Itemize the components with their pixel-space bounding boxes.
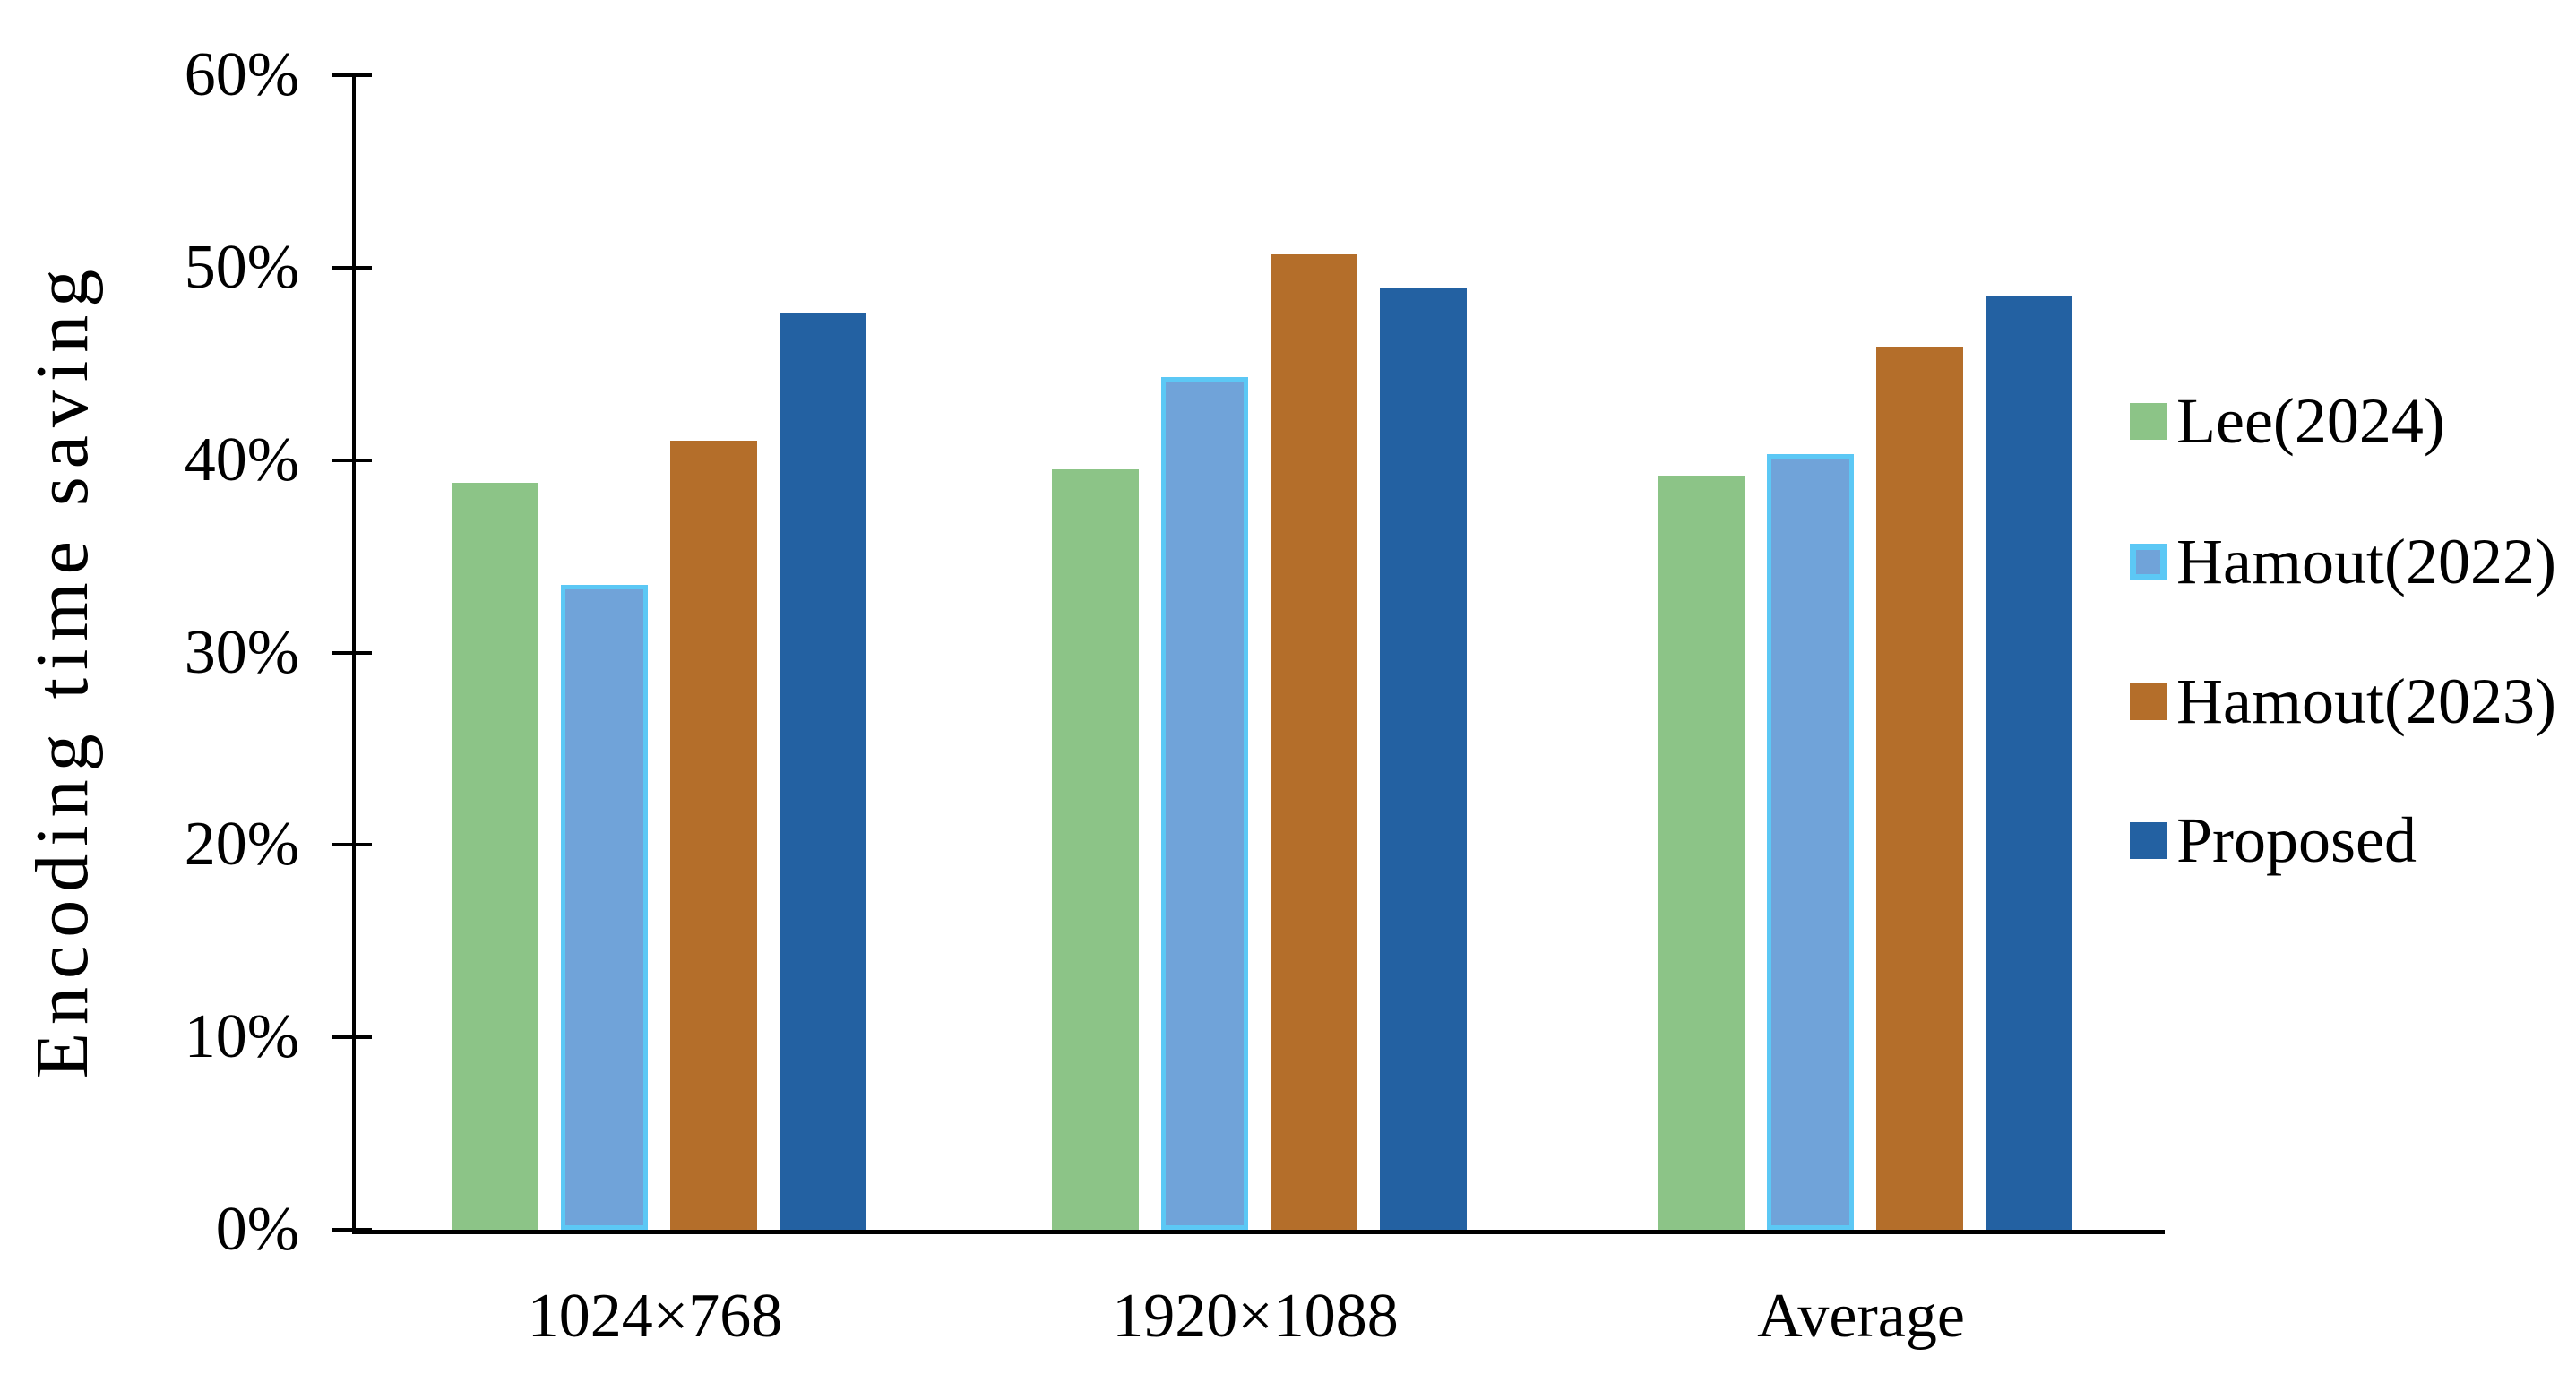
legend-item-Proposed: Proposed xyxy=(2130,791,2417,889)
y-tick-label-30: 30% xyxy=(184,617,299,687)
bar-Hamout(2023)-1024×768 xyxy=(670,441,757,1230)
bar-Lee(2024)-Average xyxy=(1658,475,1745,1230)
bar-group-Average xyxy=(1658,75,2072,1230)
y-tick-label-10: 10% xyxy=(184,1002,299,1072)
bar-Hamout(2023)-1920×1088 xyxy=(1271,253,1357,1230)
bar-Proposed-1024×768 xyxy=(780,313,866,1230)
legend-item-Hamout(2022): Hamout(2022) xyxy=(2130,512,2556,611)
legend-item-Hamout(2023): Hamout(2023) xyxy=(2130,652,2556,751)
x-axis-label-1024×768: 1024×768 xyxy=(527,1282,783,1351)
bar-group-1920×1088 xyxy=(1052,75,1467,1230)
y-tick-mark-20 xyxy=(332,843,372,847)
bar-Hamout(2022)-1920×1088 xyxy=(1161,377,1248,1230)
y-tick-label-50: 50% xyxy=(184,232,299,302)
y-tick-mark-10 xyxy=(332,1035,372,1040)
legend-swatch-Lee(2024) xyxy=(2130,402,2167,440)
y-tick-label-0: 0% xyxy=(215,1195,299,1264)
y-tick-mark-50 xyxy=(332,265,372,270)
y-tick-mark-30 xyxy=(332,650,372,655)
legend-label-Proposed: Proposed xyxy=(2176,804,2417,876)
y-tick-mark-40 xyxy=(332,458,372,462)
y-tick-mark-0 xyxy=(332,1228,372,1232)
bar-group-1024×768 xyxy=(452,75,866,1230)
y-tick-label-20: 20% xyxy=(184,810,299,880)
legend-label-Hamout(2022): Hamout(2022) xyxy=(2176,526,2556,597)
bar-Lee(2024)-1920×1088 xyxy=(1052,469,1139,1230)
legend-label-Lee(2024): Lee(2024) xyxy=(2176,385,2445,457)
bar-Proposed-Average xyxy=(1986,296,2072,1230)
legend-swatch-Proposed xyxy=(2130,821,2167,859)
x-axis-label-Average: Average xyxy=(1757,1282,1965,1351)
legend-swatch-Hamout(2023) xyxy=(2130,683,2167,720)
y-tick-mark-60 xyxy=(332,73,372,77)
legend-label-Hamout(2023): Hamout(2023) xyxy=(2176,665,2556,737)
plot-area: 0% 10% 20% 30% 40% 50% 60% xyxy=(185,40,2165,1264)
bar-Hamout(2022)-1024×768 xyxy=(561,585,648,1230)
bar-Proposed-1920×1088 xyxy=(1380,288,1467,1230)
bar-Hamout(2023)-Average xyxy=(1876,346,1963,1230)
y-tick-label-60: 60% xyxy=(184,40,299,109)
bar-Hamout(2022)-Average xyxy=(1767,454,1854,1230)
x-axis-label-1920×1088: 1920×1088 xyxy=(1112,1282,1399,1351)
y-tick-label-40: 40% xyxy=(184,425,299,494)
y-axis-title: Encoding time saving xyxy=(21,261,104,1079)
legend-item-Lee(2024): Lee(2024) xyxy=(2130,372,2445,470)
bar-Lee(2024)-1024×768 xyxy=(452,483,538,1230)
legend-swatch-Hamout(2022) xyxy=(2130,543,2167,580)
